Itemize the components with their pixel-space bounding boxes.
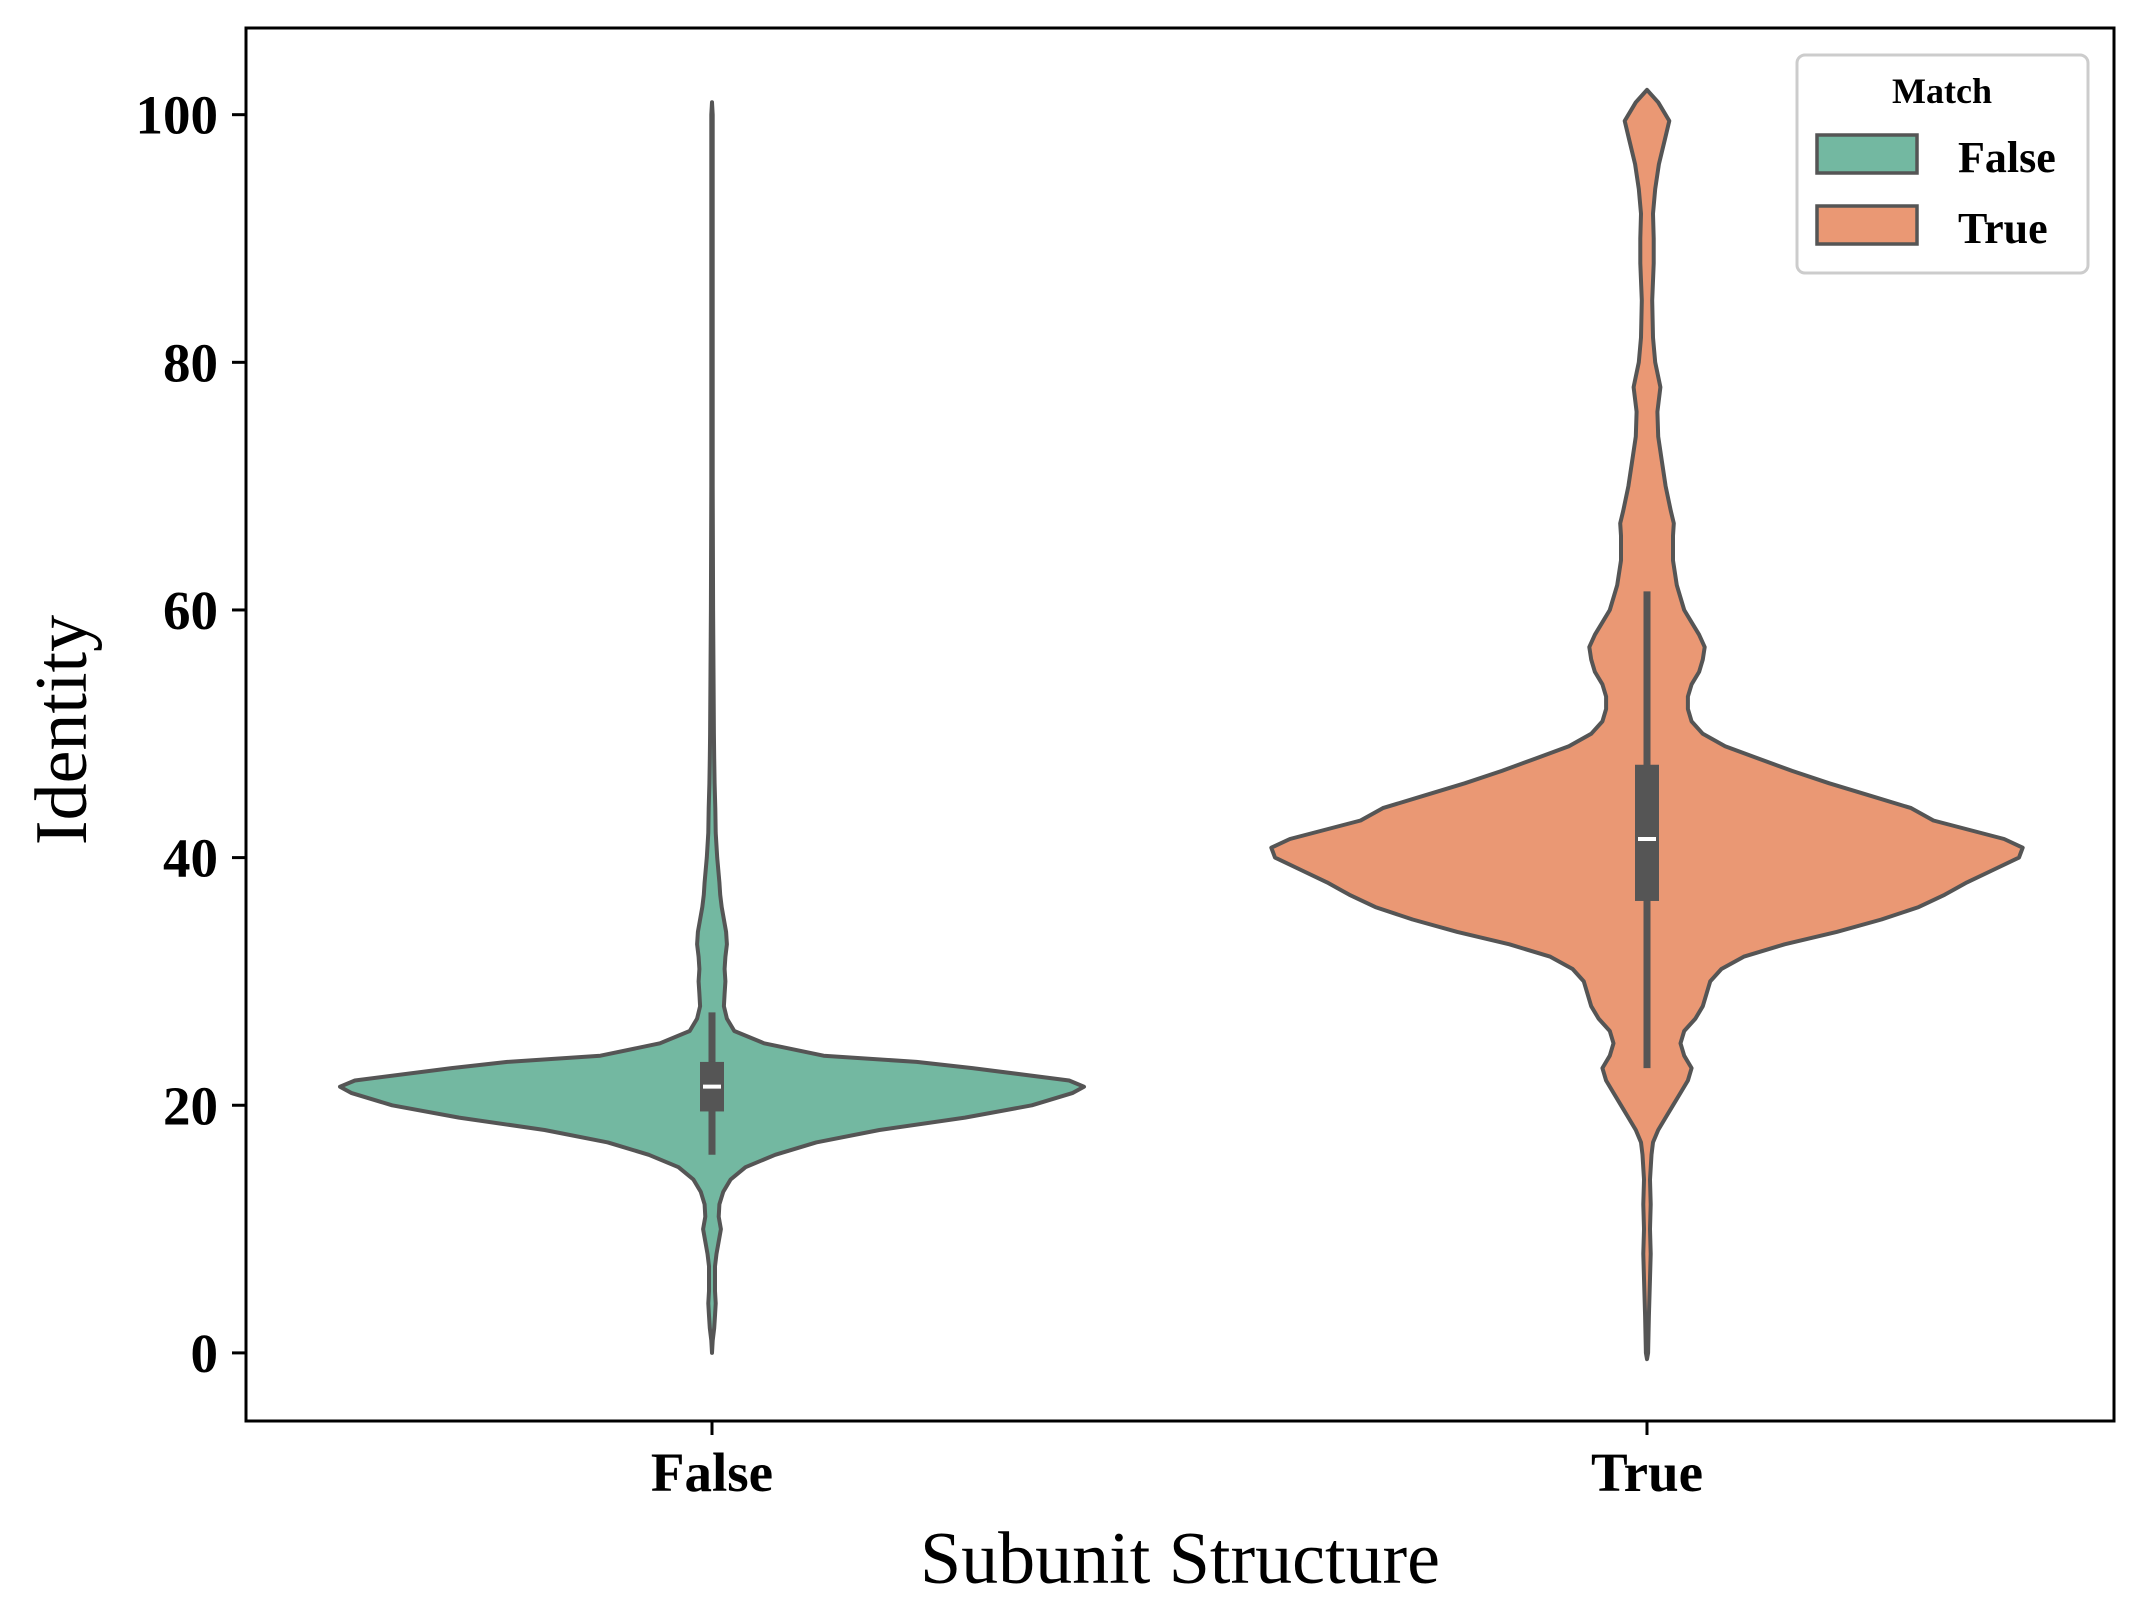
x-tick-label-false: False (651, 1442, 773, 1503)
y-tick-label: 0 (191, 1323, 219, 1384)
y-tick-label: 20 (163, 1075, 218, 1136)
legend-swatch-true (1815, 204, 1919, 246)
plot-frame (244, 26, 2116, 1423)
legend-label-false: False (1958, 133, 2056, 182)
iqr-box-true (1635, 764, 1659, 901)
legend-label-true: True (1958, 204, 2048, 253)
y-tick-label: 60 (163, 580, 218, 641)
y-axis-title: Identity (21, 615, 103, 845)
legend-title: Match (1892, 71, 1992, 111)
y-tick-label: 80 (163, 332, 218, 393)
violin-false (338, 100, 1086, 1355)
legend-swatch-false (1815, 133, 1919, 175)
y-tick-label: 100 (136, 85, 219, 146)
legend: Match False True (1795, 53, 2090, 275)
x-axis-title: Subunit Structure (920, 1518, 1440, 1600)
y-tick-label: 40 (163, 828, 218, 889)
x-tick-label-true: True (1591, 1442, 1703, 1503)
